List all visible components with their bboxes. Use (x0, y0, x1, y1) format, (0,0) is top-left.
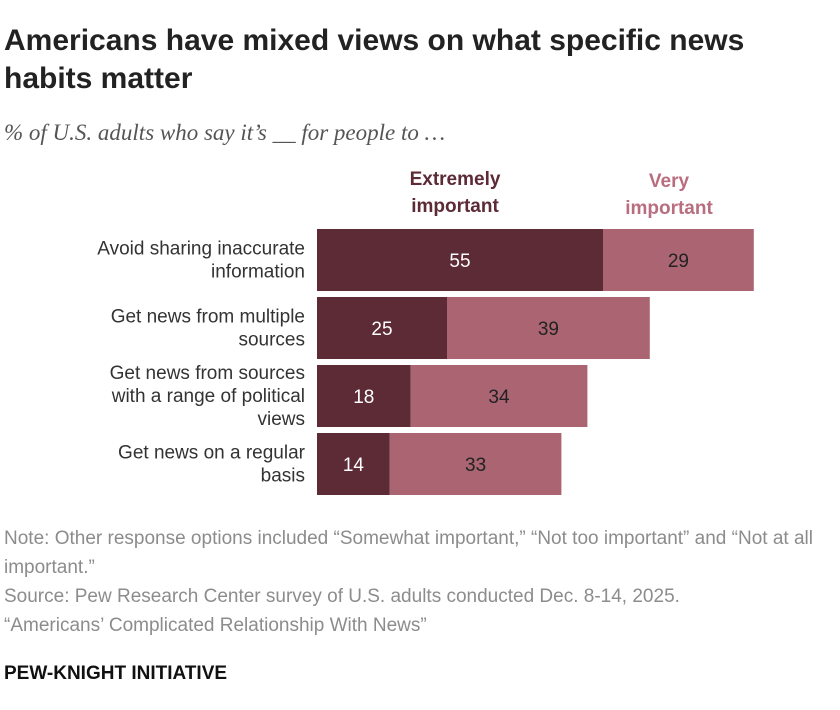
category-label: Get news from sources (110, 363, 305, 384)
category-label: sources (238, 330, 305, 351)
bar-extremely-important (317, 297, 447, 359)
legend-extremely-important: Extremely important (409, 169, 501, 217)
data-label: 33 (465, 455, 486, 476)
data-label: 34 (488, 387, 510, 408)
bar-very-important (410, 365, 588, 427)
legend-very-important: Very important (625, 171, 713, 219)
bar-very-important (603, 229, 754, 291)
footer-brand: PEW-KNIGHT INITIATIVE (4, 663, 228, 684)
source-text: Source: Pew Research Center survey of U.… (4, 586, 680, 607)
category-label: basis (261, 466, 305, 487)
data-label: 55 (449, 251, 470, 272)
category-label: Get news from multiple (111, 307, 305, 328)
bar-very-important (389, 433, 562, 495)
category-label: Avoid sharing inaccurate (97, 239, 305, 260)
data-label: 14 (343, 455, 365, 476)
data-label: 39 (538, 319, 559, 340)
bar-extremely-important (317, 365, 411, 427)
bar-extremely-important (317, 229, 603, 291)
bar-very-important (447, 297, 650, 359)
data-label: 25 (371, 319, 392, 340)
chart-subtitle: % of U.S. adults who say it’s __ for peo… (4, 120, 446, 145)
data-label: 29 (668, 251, 689, 272)
report-title: “Americans’ Complicated Relationship Wit… (4, 615, 427, 636)
note-text: Note: Other response options included “S… (4, 528, 813, 578)
chart-notes: Note: Other response options included “S… (4, 524, 838, 640)
category-label: with a range of political (111, 386, 305, 407)
category-label: information (211, 262, 305, 283)
chart-title: Americans have mixed views on what speci… (4, 24, 745, 95)
category-label: views (257, 409, 305, 430)
bar-extremely-important (317, 433, 390, 495)
data-label: 18 (353, 387, 374, 408)
category-label: Get news on a regular (118, 443, 306, 464)
